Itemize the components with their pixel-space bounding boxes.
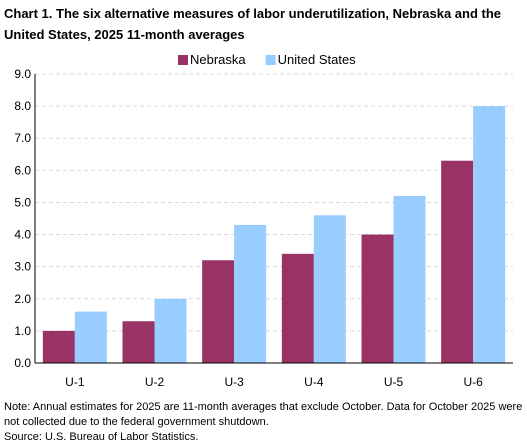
bar-united-states-u-4 bbox=[313, 215, 346, 363]
y-tick-label: 4.0 bbox=[14, 228, 31, 242]
legend: Nebraska United States bbox=[178, 52, 356, 67]
y-tick-label: 5.0 bbox=[14, 195, 31, 209]
y-tick-label: 2.0 bbox=[14, 292, 31, 306]
bar-nebraska-u-1 bbox=[42, 330, 75, 363]
bar-united-states-u-2 bbox=[154, 298, 187, 363]
bar-united-states-u-5 bbox=[393, 196, 426, 363]
source-text: Source: U.S. Bureau of Labor Statistics. bbox=[4, 431, 199, 443]
legend-swatch-nebraska bbox=[178, 55, 188, 65]
gridlines bbox=[35, 73, 513, 332]
bar-nebraska-u-5 bbox=[361, 234, 394, 363]
x-tick-label: U-2 bbox=[145, 375, 165, 389]
axes: 0.0 1.0 2.0 3.0 4.0 5.0 6.0 7.0 8.0 9.0 U-1 U-2 U-3 U… bbox=[14, 67, 513, 389]
bar-united-states-u-1 bbox=[74, 311, 107, 363]
bar-united-states-u-3 bbox=[234, 224, 267, 363]
y-tick-label: 8.0 bbox=[14, 99, 31, 113]
bar-nebraska-u-4 bbox=[281, 253, 314, 363]
x-tick-label: U-5 bbox=[384, 375, 404, 389]
y-tick-label: 1.0 bbox=[14, 324, 31, 338]
x-tick-label: U-6 bbox=[463, 375, 483, 389]
bar-united-states-u-6 bbox=[473, 106, 506, 363]
bar-nebraska-u-2 bbox=[122, 321, 155, 363]
legend-swatch-united-states bbox=[265, 55, 276, 65]
bar-nebraska-u-3 bbox=[202, 260, 235, 363]
chart-title: Chart 1. The six alternative measures of… bbox=[4, 6, 502, 42]
bar-chart: 0.0 1.0 2.0 3.0 4.0 5.0 6.0 7.0 8.0 9.0 U-1 U-2 U-3 U… bbox=[14, 52, 513, 389]
y-tick-label: 3.0 bbox=[14, 260, 31, 274]
y-tick-label: 6.0 bbox=[14, 163, 31, 177]
chart-footnote: Note: Annual estimates for 2025 are 11-m… bbox=[4, 400, 526, 445]
bar-nebraska-u-6 bbox=[441, 160, 474, 363]
note-text: Note: Annual estimates for 2025 are 11-m… bbox=[4, 401, 523, 428]
y-tick-label: 0.0 bbox=[14, 356, 31, 370]
y-tick-label: 9.0 bbox=[14, 67, 31, 81]
legend-label: Nebraska bbox=[190, 52, 246, 67]
x-tick-label: U-1 bbox=[65, 375, 85, 389]
bars bbox=[42, 106, 506, 363]
y-tick-label: 7.0 bbox=[14, 131, 31, 145]
legend-label: United States bbox=[278, 52, 357, 67]
x-tick-label: U-4 bbox=[304, 375, 324, 389]
x-tick-label: U-3 bbox=[224, 375, 244, 389]
